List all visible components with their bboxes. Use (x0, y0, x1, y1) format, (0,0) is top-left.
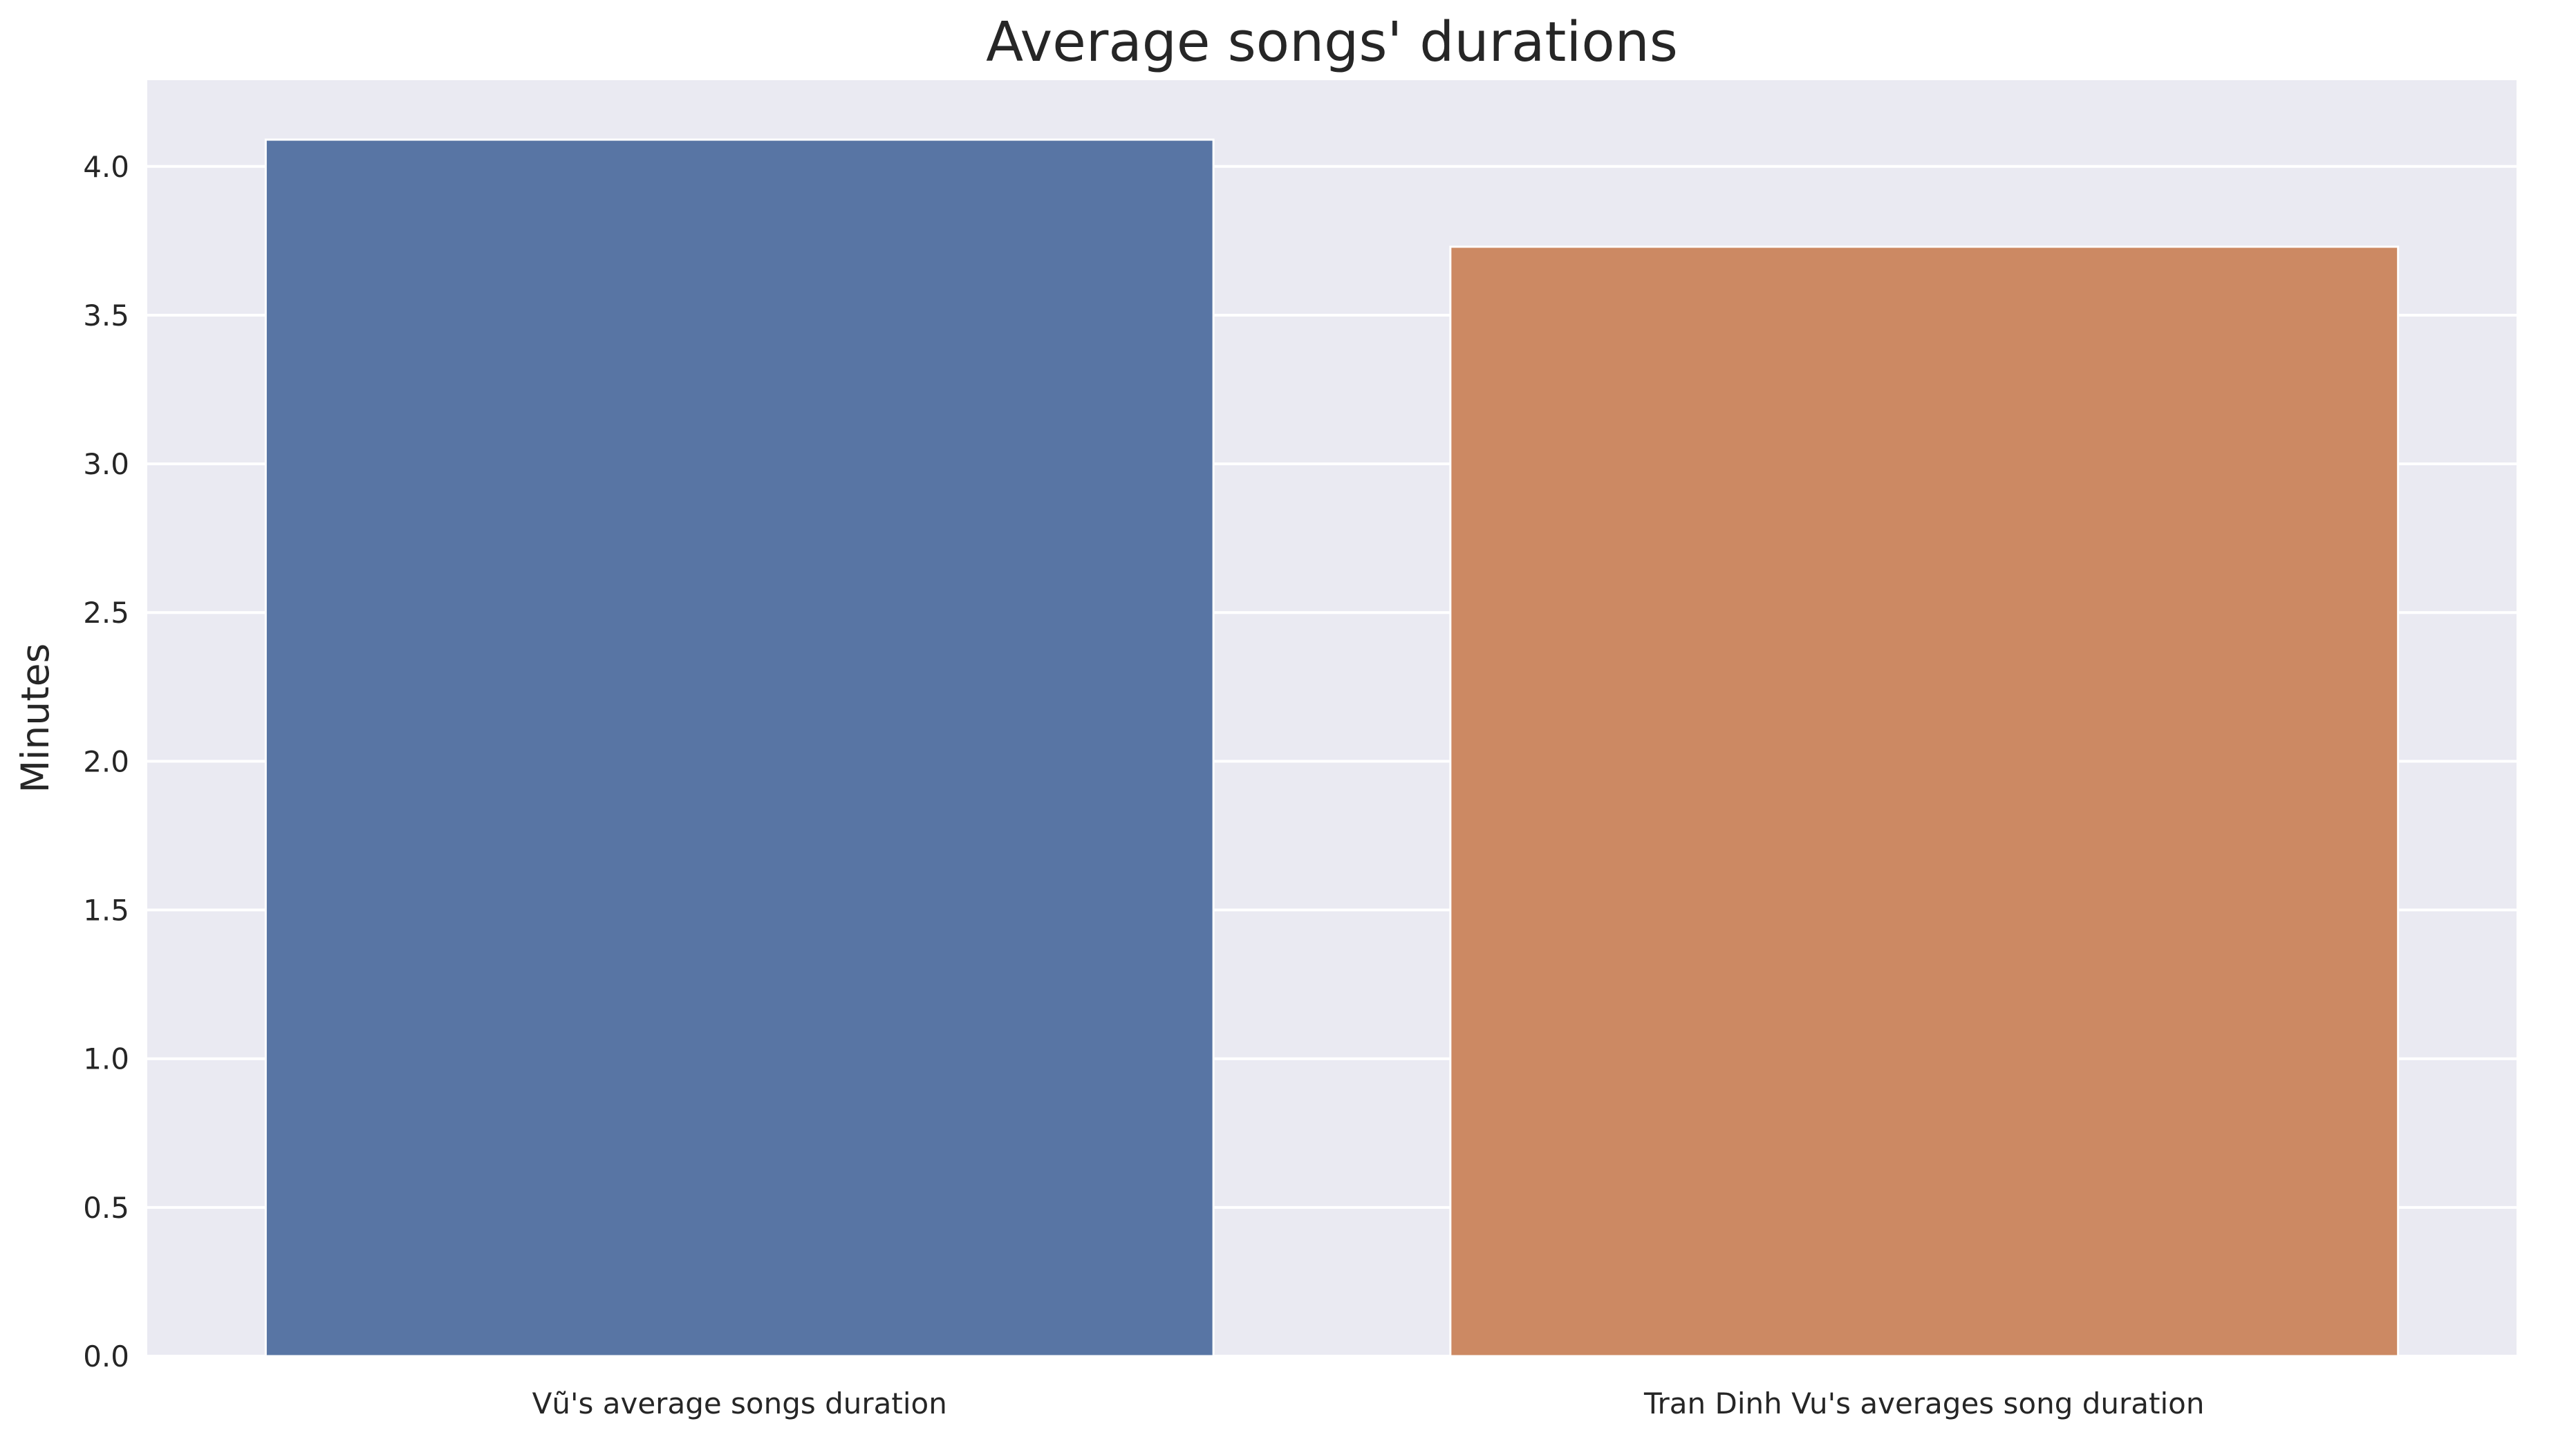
y-axis-label: Minutes (13, 644, 57, 793)
x-tick-label: Vũ's average songs duration (532, 1387, 947, 1420)
y-tick-label: 1.0 (83, 1042, 129, 1076)
y-tick-label: 3.5 (83, 299, 129, 332)
bars (264, 138, 2400, 1358)
y-tick-label: 2.0 (83, 744, 129, 778)
y-tick-label: 2.5 (83, 596, 129, 630)
y-tick-label: 4.0 (83, 150, 129, 184)
y-tick-label: 3.0 (83, 447, 129, 481)
bar-1 (264, 138, 1215, 1358)
chart-title: Average songs' durations (986, 10, 1678, 74)
y-tick-label: 1.5 (83, 894, 129, 928)
x-tick-label: Tran Dinh Vu's averages song duration (1643, 1387, 2204, 1420)
y-tick-label: 0.0 (83, 1340, 129, 1373)
x-tick-labels: Vũ's average songs duration Tran Dinh Vu'… (532, 1387, 2205, 1420)
y-tick-labels: 0.0 0.5 1.0 1.5 2.0 2.5 3.0 3.5 4.0 (83, 150, 129, 1373)
bar-2 (1449, 245, 2400, 1358)
y-tick-label: 0.5 (83, 1191, 129, 1225)
